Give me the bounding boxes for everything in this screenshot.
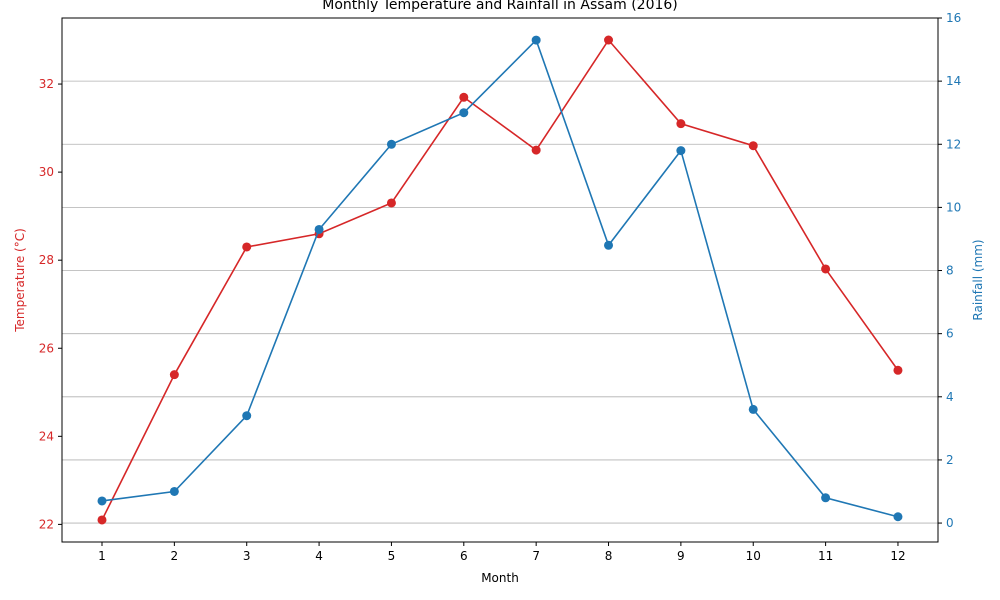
y-left-tick-label: 32 bbox=[39, 77, 54, 91]
y-right-tick-label: 14 bbox=[946, 74, 961, 88]
x-tick-label: 11 bbox=[818, 549, 833, 563]
y-right-tick-label: 12 bbox=[946, 137, 961, 151]
data-point bbox=[676, 119, 686, 129]
series-right bbox=[97, 35, 903, 522]
y-left-tick-label: 26 bbox=[39, 341, 54, 355]
y-axis-left: 22 24 26 28 30 32 bbox=[39, 77, 62, 531]
y-axis-right-label: Rainfall (mm) bbox=[971, 239, 985, 320]
x-tick-label: 2 bbox=[171, 549, 179, 563]
series-line-right bbox=[101, 38, 899, 518]
x-tick-label: 7 bbox=[532, 549, 540, 563]
x-tick-label: 1 bbox=[98, 549, 106, 563]
data-point bbox=[97, 496, 107, 506]
y-right-tick-label: 16 bbox=[946, 11, 961, 25]
x-tick-label: 8 bbox=[605, 549, 613, 563]
data-point bbox=[893, 512, 903, 522]
y-axis-right: 0 2 4 6 8 10 12 14 16 bbox=[938, 11, 961, 530]
y-axis-left-label: Temperature (°C) bbox=[13, 228, 27, 333]
y-left-tick-label: 28 bbox=[39, 253, 54, 267]
data-point bbox=[821, 264, 831, 274]
data-point bbox=[604, 35, 614, 45]
data-point bbox=[242, 242, 252, 252]
x-tick-label: 5 bbox=[388, 549, 396, 563]
data-point bbox=[893, 365, 903, 375]
data-point bbox=[459, 108, 469, 118]
series-line-left bbox=[101, 38, 899, 521]
x-tick-label: 10 bbox=[746, 549, 761, 563]
x-tick-label: 3 bbox=[243, 549, 251, 563]
data-point bbox=[97, 515, 107, 525]
y-left-tick-label: 22 bbox=[39, 517, 54, 531]
y-right-tick-label: 2 bbox=[946, 453, 954, 467]
data-point bbox=[169, 370, 179, 380]
x-axis-label: Month bbox=[481, 571, 519, 585]
chart-title: Monthly Temperature and Rainfall in Assa… bbox=[322, 0, 678, 13]
data-point bbox=[748, 404, 758, 414]
x-tick-label: 4 bbox=[315, 549, 323, 563]
x-tick-label: 12 bbox=[890, 549, 905, 563]
data-point bbox=[386, 198, 396, 208]
y-right-tick-label: 8 bbox=[946, 264, 954, 278]
data-point bbox=[748, 141, 758, 151]
data-point bbox=[821, 493, 831, 503]
y-left-tick-label: 30 bbox=[39, 165, 54, 179]
y-right-tick-label: 10 bbox=[946, 200, 961, 214]
data-point bbox=[242, 411, 252, 421]
y-right-tick-label: 6 bbox=[946, 327, 954, 341]
data-point bbox=[676, 146, 686, 156]
y-right-tick-label: 0 bbox=[946, 516, 954, 530]
data-point bbox=[386, 139, 396, 149]
plot-frame bbox=[61, 17, 939, 543]
data-point bbox=[604, 240, 614, 250]
series-layer bbox=[97, 35, 903, 525]
series-left bbox=[97, 35, 903, 525]
data-point bbox=[459, 92, 469, 102]
y-left-tick-label: 24 bbox=[39, 429, 54, 443]
x-tick-label: 9 bbox=[677, 549, 685, 563]
data-point bbox=[531, 35, 541, 45]
data-point bbox=[169, 486, 179, 496]
x-tick-label: 6 bbox=[460, 549, 468, 563]
gridlines bbox=[62, 17, 938, 524]
data-point bbox=[314, 224, 324, 234]
data-point bbox=[531, 145, 541, 155]
x-axis: 1 2 3 4 5 6 7 8 9 10 11 12 bbox=[98, 542, 906, 563]
y-right-tick-label: 4 bbox=[946, 390, 954, 404]
